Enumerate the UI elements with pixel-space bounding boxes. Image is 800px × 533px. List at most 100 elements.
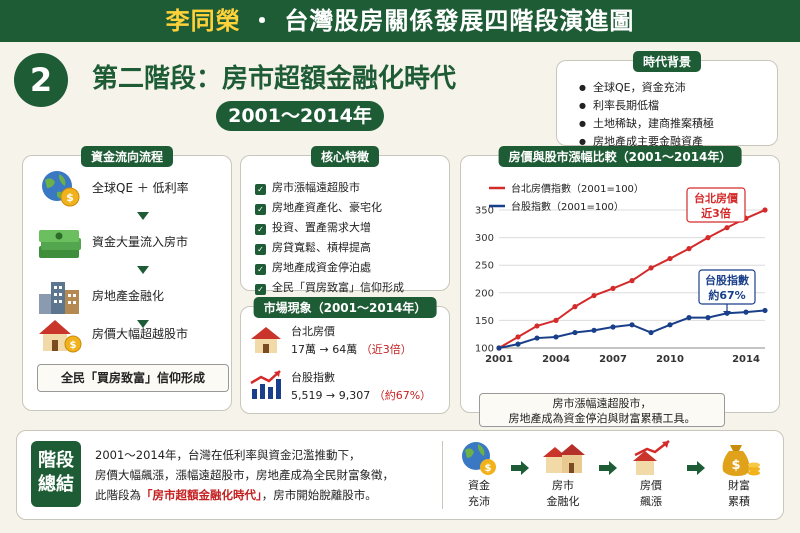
y-tick-label: 200	[475, 288, 494, 299]
data-point	[686, 246, 692, 252]
chart-x-ticks: 2001 2004 2007 2010 2014	[485, 354, 760, 365]
stage-number-badge: 2	[14, 53, 68, 107]
feature-item: ✓ 全民「買房致富」信仰形成	[255, 278, 404, 298]
down-arrow-icon	[137, 212, 149, 220]
svg-text:$: $	[70, 340, 77, 351]
down-arrow-icon	[137, 320, 149, 328]
background-panel: 時代背景 全球QE，資金充沛 利率長期低檔 土地稀缺，建商推案積極 房地產成主要…	[556, 51, 778, 148]
data-point	[762, 307, 768, 314]
summary-flow-step: 房市 金融化	[533, 439, 593, 509]
core-features-panel: 核心特徵 ✓ 房市漲幅遠超股市 ✓ 房地產資產化、豪宅化 ✓ 投資、置產需求大增 ✓ 房…	[240, 146, 450, 295]
data-point	[610, 324, 616, 330]
housing-annotation-label: 台北房價	[694, 191, 739, 205]
data-point	[629, 278, 635, 284]
data-point	[705, 315, 711, 321]
svg-text:$: $	[731, 458, 740, 473]
chart-y-ticks: 100 150 200 250 300 350	[475, 206, 494, 355]
period-pill: 2001～2014年	[216, 101, 384, 131]
flow-step: 資金大量流入房市	[37, 222, 237, 262]
market-stocks-row: 台股指數 5,519 → 9,307 （約67%）	[249, 365, 439, 407]
houses-icon	[543, 444, 585, 473]
data-point	[686, 315, 692, 321]
flow-step-label: 全球QE ＋ 低利率	[92, 181, 189, 195]
house-coin-icon: $	[39, 320, 82, 353]
stocks-annotation-value: 約67%	[708, 288, 745, 302]
svg-text:$: $	[485, 463, 492, 474]
feature-item: ✓ 房市漲幅遠超股市	[255, 178, 404, 198]
summary-divider	[442, 441, 443, 509]
money-flow-panel: 資金流向流程 $ 全球QE ＋ 低利率 資金大量流入房市	[22, 146, 232, 411]
flow-step: $ 全球QE ＋ 低利率	[37, 168, 237, 208]
data-point	[572, 304, 578, 310]
x-tick-label: 2004	[542, 354, 570, 365]
flow-step: 房地產金融化	[37, 276, 237, 316]
page-title: 李同榮 ・ 台灣股房關係發展四階段演進圖	[0, 0, 800, 42]
summary-flow-step: $ 財富 累積	[709, 439, 769, 509]
right-arrow-icon	[687, 461, 705, 475]
stocks-annotation-arrowhead	[723, 311, 731, 316]
flow-step-label: 資金大量流入房市	[92, 235, 189, 249]
market-panel: 市場現象（2001～2014年） 台北房價 17萬 → 64萬 （近3倍） 台股…	[240, 297, 450, 414]
y-tick-label: 150	[475, 316, 494, 327]
x-tick-label: 2010	[656, 354, 684, 365]
house-icon	[251, 327, 281, 353]
y-tick-label: 300	[475, 233, 494, 244]
y-tick-label: 100	[475, 344, 494, 355]
summary-flow-step: 房價 飆漲	[621, 439, 681, 509]
data-point	[534, 335, 540, 341]
stocks-label: 台股指數	[291, 371, 335, 384]
globe-coin-icon: $	[42, 171, 80, 207]
data-point	[553, 317, 559, 323]
data-point	[553, 334, 559, 340]
feature-item: ✓ 投資、置產需求大增	[255, 218, 404, 238]
chart-series	[496, 207, 768, 351]
feature-item: ✓ 房地產成資金停泊處	[255, 258, 404, 278]
chart-grid	[499, 209, 765, 349]
right-arrow-icon	[511, 461, 529, 475]
flow-step: $ 房價大幅超越股市	[37, 314, 237, 354]
market-panel-title: 市場現象（2001～2014年）	[253, 297, 437, 318]
background-item: 房地產成主要金融資產	[579, 133, 714, 151]
buildings-icon	[39, 282, 79, 314]
legend-label: 台北房價指數（2001=100）	[511, 182, 644, 195]
x-tick-label: 2007	[599, 354, 627, 365]
housing-label: 台北房價	[291, 325, 335, 338]
data-point	[724, 225, 730, 231]
data-point	[572, 329, 578, 336]
header-banner: 李同榮 ・ 台灣股房關係發展四階段演進圖	[0, 0, 800, 42]
housing-change: 17萬 → 64萬 （近3倍）	[291, 343, 412, 356]
data-point	[667, 322, 673, 328]
y-tick-label: 250	[475, 261, 494, 272]
data-point	[496, 345, 502, 351]
housing-annotation-box	[686, 187, 746, 223]
check-icon: ✓	[255, 284, 266, 295]
background-list: 全球QE，資金充沛 利率長期低檔 土地稀缺，建商推案積極 房地產成主要金融資產	[579, 79, 714, 151]
data-point	[515, 341, 521, 347]
x-tick-label: 2014	[732, 354, 760, 365]
belief-box: 全民「買房致富」信仰形成	[37, 364, 229, 392]
flow-step-label: 房地產金融化	[92, 289, 165, 303]
money-bag-icon: $	[722, 445, 760, 476]
features-list: ✓ 房市漲幅遠超股市 ✓ 房地產資產化、豪宅化 ✓ 投資、置產需求大增 ✓ 房貸寬鬆、槓…	[255, 178, 404, 298]
data-point	[762, 207, 768, 213]
data-point	[534, 323, 540, 329]
stock-chart-icon	[250, 370, 281, 399]
flow-step-label: 房價大幅超越股市	[92, 327, 189, 341]
background-item: 利率長期低檔	[579, 97, 714, 115]
summary-flow-step: $ 資金 充沛	[449, 439, 509, 509]
feature-item: ✓ 房地產資產化、豪宅化	[255, 198, 404, 218]
summary-badge: 階段 總結	[31, 441, 81, 507]
globe-coin-icon: $	[462, 442, 496, 475]
money-flow-title: 資金流向流程	[80, 146, 174, 167]
author-name: 李同榮	[165, 7, 241, 35]
background-panel-title: 時代背景	[632, 51, 702, 72]
chart-panel: 房價與股市漲幅比較（2001～2014年） 100 150 200 250 300 350…	[460, 146, 780, 427]
title-separator: ・	[250, 7, 275, 35]
data-point	[515, 334, 521, 340]
data-point	[648, 329, 654, 336]
data-point	[743, 309, 749, 315]
summary-panel: 階段 總結 2001～2014年，台灣在低利率與資金氾濫推動下， 房價大幅飆漲，…	[16, 430, 784, 520]
money-stack-icon	[39, 230, 81, 258]
